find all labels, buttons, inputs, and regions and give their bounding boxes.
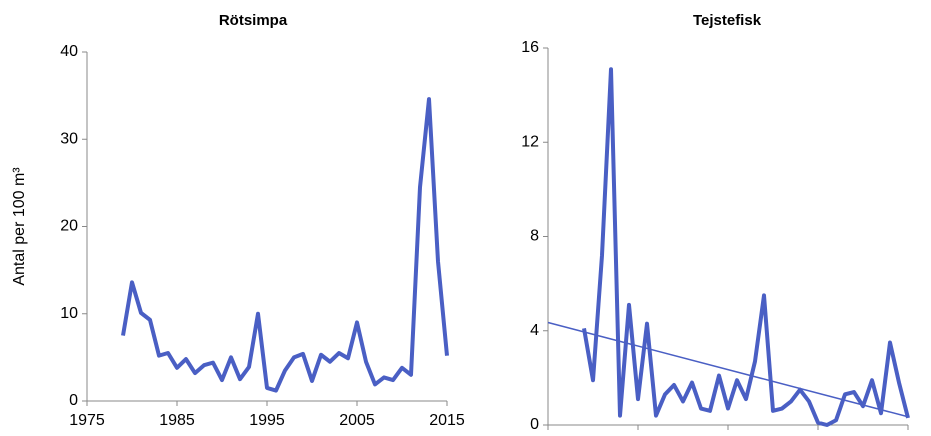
chart-title: Tejstefisk	[693, 12, 762, 29]
x-tick-label: 2015	[429, 412, 465, 429]
y-tick-label: 0	[530, 416, 539, 433]
y-tick-label: 16	[521, 39, 539, 56]
y-tick-label: 0	[69, 392, 78, 409]
y-tick-label: 4	[530, 322, 539, 339]
x-tick-label: 1995	[249, 412, 285, 429]
y-axis-label: Antal per 100 m³	[11, 167, 28, 286]
y-tick-label: 30	[60, 130, 78, 147]
data-line	[582, 67, 910, 427]
x-tick-label: 2005	[339, 412, 375, 429]
y-tick-label: 20	[60, 218, 78, 235]
data-line	[121, 97, 449, 393]
y-tick-label: 12	[521, 133, 539, 150]
chart-title: Rötsimpa	[219, 12, 288, 29]
y-tick-label: 40	[60, 43, 78, 60]
y-tick-label: 10	[60, 305, 78, 322]
x-tick-label: 1985	[159, 412, 195, 429]
trend-line	[547, 321, 909, 418]
y-tick-label: 8	[530, 228, 539, 245]
x-tick-label: 1975	[69, 412, 105, 429]
